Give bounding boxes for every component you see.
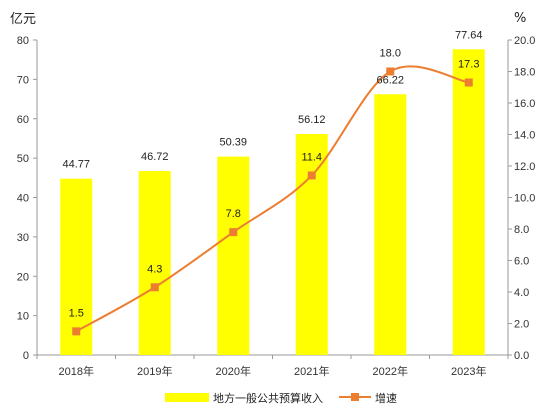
bar-value-label: 44.77 [62, 159, 90, 171]
bar-value-label: 66.22 [376, 74, 404, 86]
growth-marker [464, 78, 473, 87]
growth-line-path [75, 65, 469, 333]
growth-value-label: 18.0 [380, 48, 401, 60]
x-tick-label: 2023年 [451, 364, 486, 378]
growth-marker [229, 228, 238, 237]
data-labels: 44.77 46.72 50.39 56.12 66.22 77.64 1.5 4.3 7.8 1… [62, 29, 482, 319]
y-right-tick-label: 8.0 [514, 224, 529, 236]
growth-value-label: 7.8 [226, 208, 241, 220]
x-tick-label: 2019年 [137, 364, 172, 378]
y-left-tick-label: 70 [17, 74, 29, 86]
bar-value-label: 50.39 [219, 137, 247, 149]
growth-marker [72, 327, 81, 336]
y-right-tick-label: 20.0 [514, 35, 535, 47]
y-right-tick-label: 4.0 [514, 287, 529, 299]
growth-marker [150, 283, 159, 292]
y-left-tick-label: 50 [17, 153, 29, 165]
axes: 0 10 20 30 40 50 60 70 80 0.0 2.0 4.0 6.0 8.0 10.0 12.0… [17, 35, 536, 378]
y-left-tick-label: 80 [17, 35, 29, 47]
legend-line-marker [351, 393, 359, 401]
y-left-tick-label: 20 [17, 271, 29, 283]
x-tick-label: 2020年 [216, 364, 251, 378]
y-left-tick-label: 0 [23, 350, 29, 362]
y-right-unit: % [514, 11, 526, 26]
growth-value-label: 11.4 [301, 151, 322, 163]
y-right-tick-label: 2.0 [514, 319, 529, 331]
bar [295, 134, 328, 355]
y-left-tick-label: 60 [17, 114, 29, 126]
y-right-tick-label: 18.0 [514, 67, 535, 79]
bar [217, 156, 250, 355]
bar-value-label: 77.64 [455, 29, 483, 41]
y-right-tick-label: 0.0 [514, 350, 529, 362]
growth-value-label: 1.5 [69, 307, 84, 319]
growth-line [72, 65, 473, 336]
bar [374, 94, 407, 355]
bar [138, 171, 171, 355]
y-left-tick-label: 40 [17, 193, 29, 205]
x-tick-label: 2018年 [59, 364, 94, 378]
y-left-tick-label: 10 [17, 311, 29, 323]
y-right-tick-label: 14.0 [514, 130, 535, 142]
growth-marker [386, 67, 395, 76]
bar-value-label: 46.72 [141, 151, 169, 163]
legend-bar-label: 地方一般公共预算收入 [213, 391, 323, 405]
x-tick-label: 2021年 [294, 364, 329, 378]
legend: 地方一般公共预算收入 增速 [165, 391, 397, 405]
bars [60, 49, 485, 355]
y-right-tick-label: 12.0 [514, 161, 535, 173]
y-left-tick-label: 30 [17, 232, 29, 244]
x-tick-label: 2022年 [373, 364, 408, 378]
growth-value-label: 17.3 [458, 59, 479, 71]
legend-bar-swatch [165, 393, 209, 402]
y-right-tick-label: 16.0 [514, 98, 535, 110]
bar-value-label: 56.12 [298, 114, 326, 126]
growth-value-label: 4.3 [147, 263, 162, 275]
bar [452, 49, 485, 355]
y-right-tick-label: 6.0 [514, 256, 529, 268]
y-right-tick-label: 10.0 [514, 193, 535, 205]
growth-marker [307, 171, 316, 180]
legend-line-label: 增速 [375, 391, 397, 405]
y-left-unit: 亿元 [10, 12, 36, 27]
